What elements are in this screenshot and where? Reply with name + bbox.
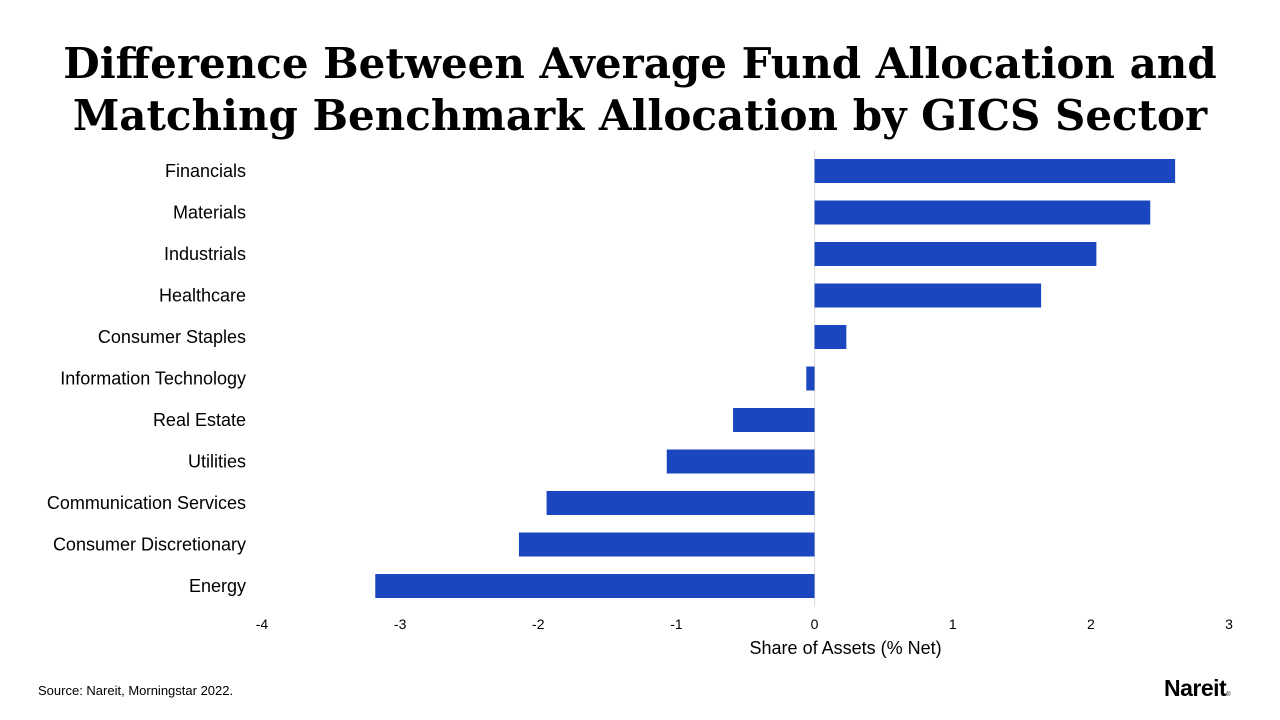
x-tick-label: -2	[532, 616, 545, 632]
category-label: Communication Services	[47, 493, 246, 513]
chart-title: Difference Between Average Fund Allocati…	[0, 38, 1280, 142]
x-tick-label: -3	[394, 616, 407, 632]
chart-title-line-2: Matching Benchmark Allocation by GICS Se…	[72, 91, 1208, 140]
bar-industrials	[814, 242, 1097, 266]
x-tick-label: 1	[949, 616, 957, 632]
logo-text: Nareit	[1164, 675, 1227, 701]
nareit-logo: Nareit®	[1164, 675, 1231, 702]
bar-materials	[814, 200, 1151, 225]
registered-mark-icon: ®	[1226, 692, 1231, 698]
x-tick-label: -1	[670, 616, 683, 632]
bar-communication-services	[546, 491, 815, 515]
x-tick-label: 0	[811, 616, 819, 632]
category-label: Materials	[173, 203, 246, 223]
chart-title-line-1: Difference Between Average Fund Allocati…	[63, 39, 1217, 88]
x-tick-label: -4	[256, 616, 269, 632]
category-label: Consumer Staples	[98, 327, 246, 347]
category-label: Financials	[165, 161, 246, 181]
bar-utilities	[666, 449, 815, 474]
category-label: Information Technology	[60, 369, 246, 389]
bar-financials	[814, 159, 1176, 183]
category-label: Healthcare	[159, 286, 246, 306]
bar-information-technology	[806, 366, 815, 391]
bar-real-estate	[733, 408, 815, 432]
bar-energy	[375, 574, 815, 598]
category-label: Energy	[189, 576, 246, 596]
category-label: Consumer Discretionary	[53, 535, 246, 555]
category-label: Utilities	[188, 452, 246, 472]
bar-consumer-discretionary	[518, 532, 815, 557]
x-tick-label: 3	[1225, 616, 1233, 632]
bar-healthcare	[814, 283, 1042, 308]
category-label: Real Estate	[153, 410, 246, 430]
category-label: Industrials	[164, 244, 246, 264]
source-note: Source: Nareit, Morningstar 2022.	[38, 683, 234, 698]
x-tick-label: 2	[1087, 616, 1095, 632]
x-axis-title: Share of Assets (% Net)	[750, 638, 942, 658]
bar-consumer-staples	[814, 325, 847, 349]
